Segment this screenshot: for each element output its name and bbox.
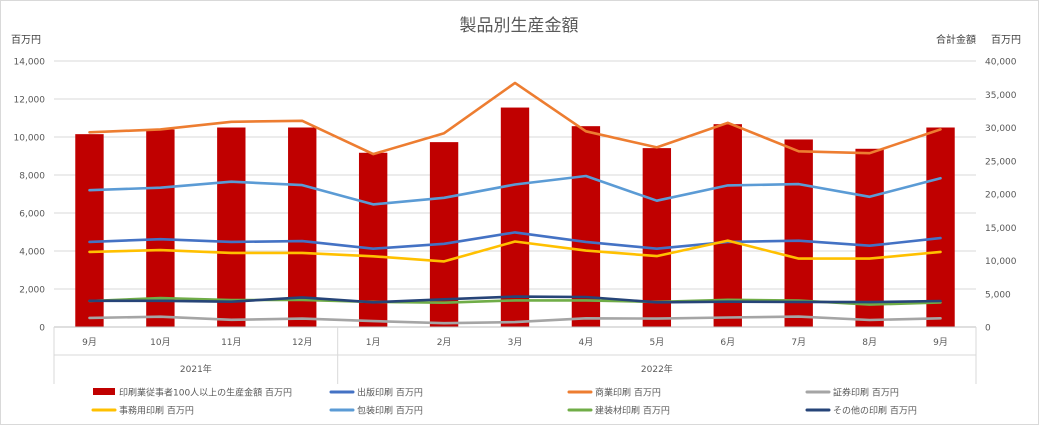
- x-tick-label: 8月: [862, 337, 877, 348]
- x-tick-label: 1月: [366, 337, 381, 348]
- left-tick-label: 14,000: [14, 58, 46, 68]
- right-tick-label: 40,000: [985, 58, 1017, 68]
- right-axis-title: 合計金額: [936, 33, 976, 46]
- right-tick-label: 20,000: [985, 191, 1017, 201]
- legend-label: 印刷業従事者100人以上の生産金額 百万円: [119, 387, 292, 399]
- bar: [288, 127, 317, 327]
- x-tick-label: 11月: [221, 337, 241, 348]
- bar: [429, 142, 459, 327]
- bar: [642, 148, 672, 327]
- bar: [75, 134, 104, 327]
- series-line: [88, 295, 942, 304]
- chart-title: 製品別生産金額: [460, 16, 579, 36]
- right-tick-label: 15,000: [985, 224, 1017, 234]
- bar: [926, 127, 955, 327]
- x-tick-label: 5月: [649, 337, 664, 348]
- x-tick-label: 7月: [791, 337, 806, 348]
- x-tick-label: 4月: [579, 337, 594, 348]
- left-tick-label: 4,000: [19, 248, 45, 258]
- legend-label: 商業印刷 百万円: [595, 387, 661, 399]
- left-tick-label: 6,000: [19, 210, 45, 220]
- series-line: [88, 231, 942, 250]
- x-tick-label: 12月: [292, 337, 312, 348]
- legend-label: その他の印刷 百万円: [833, 405, 917, 417]
- left-axis-unit: 百万円: [11, 34, 41, 46]
- x-tick-label: 10月: [150, 337, 170, 348]
- series-line: [88, 174, 942, 206]
- right-tick-label: 30,000: [985, 124, 1017, 134]
- left-tick-label: 2,000: [19, 286, 45, 296]
- bar: [855, 148, 884, 327]
- x-tick-label: 3月: [508, 337, 523, 348]
- bar: [713, 124, 742, 327]
- x-tick-label: 9月: [933, 337, 948, 348]
- right-axis-unit: 百万円: [991, 34, 1021, 46]
- bar: [146, 129, 175, 327]
- legend-label: 建装材印刷 百万円: [595, 405, 670, 417]
- x-tick-label: 6月: [720, 337, 735, 348]
- bar: [571, 126, 601, 327]
- year-label: 2021年: [180, 363, 212, 375]
- right-tick-label: 25,000: [985, 157, 1017, 167]
- bar: [500, 107, 530, 327]
- series-line: [88, 81, 942, 156]
- right-tick-label: 35,000: [985, 91, 1017, 101]
- series-line: [88, 315, 942, 325]
- left-tick-label: 8,000: [19, 172, 45, 182]
- left-tick-label: 10,000: [14, 134, 46, 144]
- x-tick-label: 2月: [437, 337, 452, 348]
- left-tick-label: 0: [39, 324, 45, 334]
- year-label: 2022年: [641, 363, 673, 375]
- right-tick-label: 10,000: [985, 257, 1017, 267]
- right-tick-label: 5,000: [985, 290, 1011, 300]
- bar: [784, 139, 813, 327]
- legend-swatch: [93, 388, 115, 395]
- legend-label: 証券印刷 百万円: [833, 387, 899, 399]
- legend-label: 出版印刷 百万円: [357, 387, 423, 399]
- right-tick-label: 0: [985, 324, 991, 334]
- series-line: [88, 239, 942, 263]
- bar: [217, 127, 246, 327]
- left-tick-label: 12,000: [14, 96, 46, 106]
- legend-label: 包装印刷 百万円: [357, 405, 423, 417]
- bar: [358, 152, 388, 327]
- legend-label: 事務用印刷 百万円: [119, 405, 194, 417]
- x-tick-label: 9月: [82, 337, 97, 348]
